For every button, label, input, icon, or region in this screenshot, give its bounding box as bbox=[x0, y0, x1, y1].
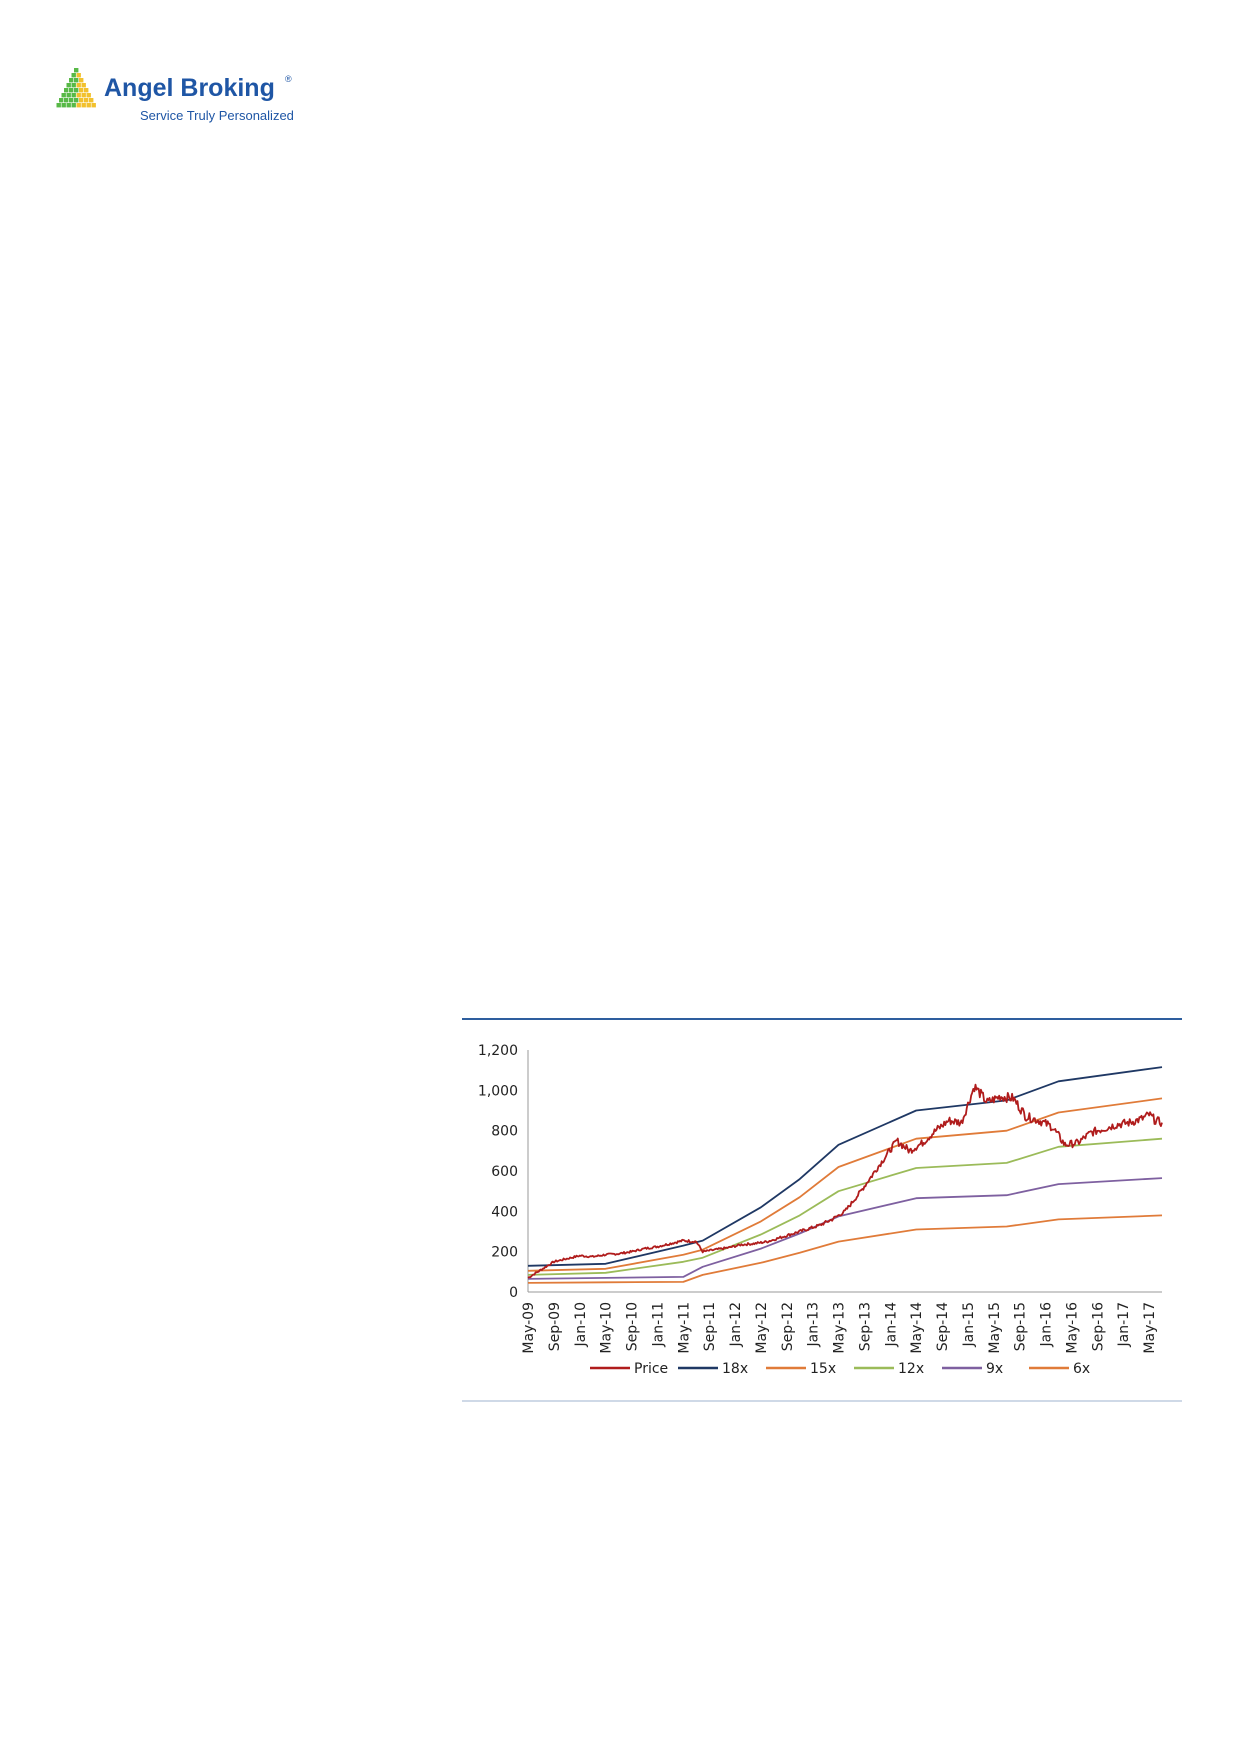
series-line-18x bbox=[527, 1066, 1163, 1267]
x-tick-label: Jan-12 bbox=[728, 1302, 744, 1347]
logo-dot bbox=[79, 98, 84, 103]
y-tick-label: 600 bbox=[491, 1164, 518, 1180]
x-tick-label: May-13 bbox=[832, 1302, 848, 1354]
series-line-6x bbox=[527, 1214, 1163, 1284]
logo-dot bbox=[76, 103, 81, 108]
logo-dot bbox=[79, 78, 84, 83]
logo-dot bbox=[74, 78, 79, 83]
series-line-price bbox=[527, 1083, 1163, 1279]
x-tick-label: Jan-16 bbox=[1039, 1302, 1055, 1348]
legend-label-9x: 9x bbox=[986, 1361, 1003, 1377]
logo-dot bbox=[86, 103, 91, 108]
x-tick-label: Sep-12 bbox=[780, 1302, 796, 1351]
legend-label-price: Price bbox=[634, 1361, 668, 1377]
y-tick-label: 1,000 bbox=[478, 1083, 518, 1099]
legend-label-15x: 15x bbox=[810, 1361, 836, 1377]
logo-dot bbox=[84, 98, 89, 103]
brand-logo: Angel Broking ® Service Truly Personaliz… bbox=[52, 64, 312, 134]
x-tick-label: May-15 bbox=[987, 1302, 1003, 1354]
x-tick-label: Jan-10 bbox=[573, 1302, 589, 1347]
logo-dot bbox=[81, 93, 86, 98]
brand-tagline: Service Truly Personalized bbox=[140, 108, 294, 123]
x-tick-label: Sep-16 bbox=[1090, 1302, 1106, 1351]
logo-dot bbox=[61, 93, 66, 98]
x-tick-label: Jan-17 bbox=[1116, 1302, 1132, 1347]
logo-dot bbox=[69, 88, 74, 93]
x-tick-label: Sep-09 bbox=[547, 1302, 563, 1351]
logo-dot bbox=[64, 88, 69, 93]
logo-dot bbox=[69, 78, 74, 83]
logo-dot bbox=[74, 88, 79, 93]
logo-dot bbox=[56, 103, 61, 108]
x-tick-label: Sep-13 bbox=[857, 1302, 873, 1351]
logo-dot bbox=[86, 93, 91, 98]
x-tick-label: May-14 bbox=[909, 1302, 925, 1354]
x-tick-label: Jan-15 bbox=[961, 1302, 977, 1347]
logo-dot bbox=[61, 103, 66, 108]
x-tick-label: May-10 bbox=[599, 1302, 615, 1354]
logo-dot bbox=[59, 98, 64, 103]
y-tick-label: 0 bbox=[509, 1285, 518, 1301]
y-tick-label: 200 bbox=[491, 1245, 518, 1261]
logo-dot bbox=[66, 83, 71, 88]
x-tick-label: May-11 bbox=[676, 1302, 692, 1354]
logo-dot bbox=[74, 98, 79, 103]
logo-dot bbox=[71, 103, 76, 108]
x-tick-label: Jan-11 bbox=[650, 1302, 666, 1347]
logo-dot bbox=[81, 103, 86, 108]
logo-triangle-icon bbox=[56, 68, 96, 108]
x-tick-label: May-12 bbox=[754, 1302, 770, 1354]
legend-label-12x: 12x bbox=[898, 1361, 924, 1377]
logo-dot bbox=[71, 93, 76, 98]
brand-name: Angel Broking bbox=[104, 74, 275, 102]
logo-dot bbox=[69, 98, 74, 103]
legend-label-18x: 18x bbox=[722, 1361, 748, 1377]
logo-dot bbox=[74, 68, 79, 73]
series-line-15x bbox=[527, 1097, 1163, 1272]
logo-dot bbox=[66, 103, 71, 108]
x-tick-label: Sep-15 bbox=[1013, 1302, 1029, 1351]
y-tick-label: 800 bbox=[491, 1124, 518, 1140]
logo-dot bbox=[66, 93, 71, 98]
logo-dot bbox=[64, 98, 69, 103]
y-tick-label: 400 bbox=[491, 1204, 518, 1220]
logo-dot bbox=[84, 88, 89, 93]
x-tick-label: May-17 bbox=[1142, 1302, 1158, 1354]
x-tick-label: May-16 bbox=[1064, 1302, 1080, 1354]
logo-dot bbox=[76, 73, 81, 78]
logo-dot bbox=[79, 88, 84, 93]
chart-canvas: 0 200 400 600 800 1,000 1,200 May-09 Sep-09 Jan-1… bbox=[462, 1018, 1182, 1402]
logo-dot bbox=[91, 103, 96, 108]
y-tick-label: 1,200 bbox=[478, 1043, 518, 1059]
logo-dot bbox=[71, 83, 76, 88]
series-line-12x bbox=[527, 1137, 1163, 1276]
x-tick-label: Sep-10 bbox=[625, 1302, 641, 1351]
logo-dot bbox=[71, 73, 76, 78]
logo-dot bbox=[81, 83, 86, 88]
x-tick-label: Sep-11 bbox=[702, 1302, 718, 1351]
logo-dot bbox=[89, 98, 94, 103]
x-tick-label: Jan-14 bbox=[883, 1302, 899, 1348]
registered-mark: ® bbox=[285, 74, 292, 84]
x-tick-label: Sep-14 bbox=[935, 1302, 951, 1351]
angel-broking-logo-mark: Angel Broking ® Service Truly Personaliz… bbox=[56, 68, 294, 123]
logo-dot bbox=[76, 83, 81, 88]
valuation-band-chart: 0 200 400 600 800 1,000 1,200 May-09 Sep-09 Jan-1… bbox=[462, 1018, 1182, 1402]
series-line-9x bbox=[527, 1177, 1163, 1280]
logo-dot bbox=[76, 93, 81, 98]
legend-label-6x: 6x bbox=[1073, 1361, 1090, 1377]
x-tick-label: Jan-13 bbox=[806, 1302, 822, 1347]
x-tick-label: May-09 bbox=[521, 1302, 537, 1354]
